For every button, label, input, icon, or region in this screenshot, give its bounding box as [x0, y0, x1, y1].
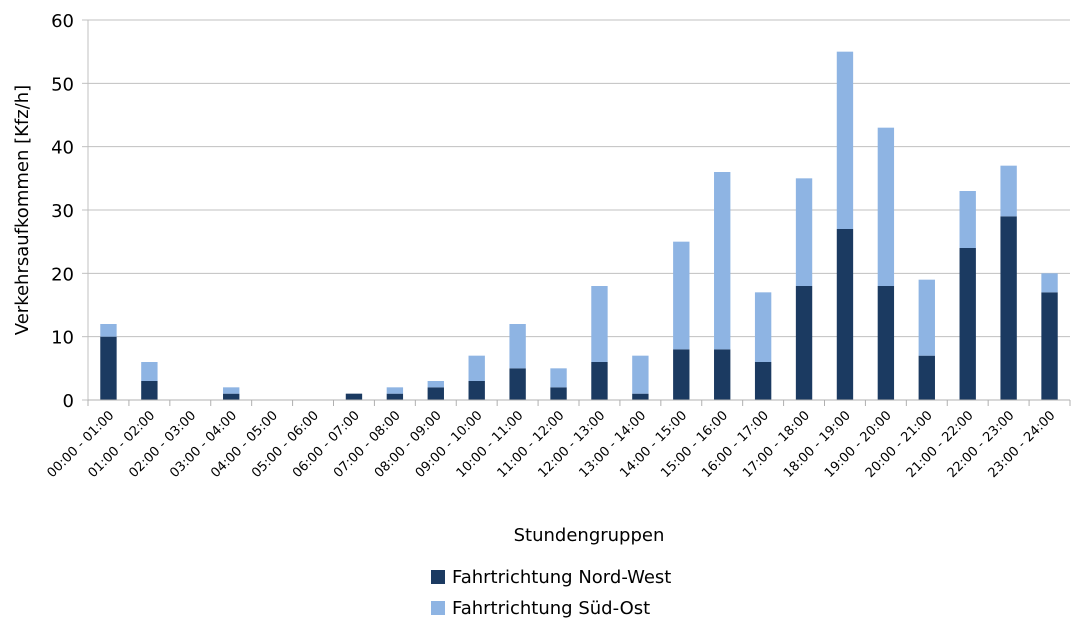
bar-north-west	[836, 229, 854, 400]
bar-south-east	[100, 324, 117, 337]
bar-north-west	[468, 381, 485, 400]
bar-south-east	[591, 286, 608, 362]
y-tick-label: 20	[51, 264, 74, 285]
bar-south-east	[223, 387, 240, 394]
y-axis-ticks: 0 10 20 30 40 50 60	[51, 11, 74, 412]
bar-south-east	[550, 368, 567, 388]
bar-south-east	[754, 292, 772, 362]
bar-south-east	[632, 355, 649, 394]
bar-south-east	[795, 178, 813, 286]
bar-north-west	[223, 393, 240, 400]
bar-north-west	[754, 362, 772, 400]
legend-label-north-west: Fahrtrichtung Nord-West	[452, 567, 671, 588]
y-tick-label: 40	[51, 138, 74, 159]
bar-south-east	[141, 362, 158, 381]
bar-south-east	[427, 381, 444, 388]
y-tick-label: 10	[51, 328, 74, 349]
bar-north-west	[795, 286, 813, 400]
bar-north-west	[959, 248, 976, 400]
gridlines	[82, 19, 1070, 401]
bar-north-west	[427, 387, 444, 400]
bar-north-west	[100, 336, 117, 400]
bar-north-west	[714, 349, 731, 400]
bar-north-west	[550, 387, 567, 400]
bar-north-west	[1041, 292, 1058, 400]
legend-item-north-west: Fahrtrichtung Nord-West	[431, 567, 671, 588]
bar-south-east	[1041, 273, 1058, 293]
bar-south-east	[509, 324, 526, 369]
legend-item-south-east: Fahrtrichtung Süd-Ost	[431, 598, 650, 619]
bar-south-east	[386, 387, 404, 394]
bar-south-east	[1000, 165, 1017, 217]
y-tick-label: 30	[51, 201, 74, 222]
bar-north-west	[345, 393, 363, 400]
y-axis-label: Verkehrsaufkommen [Kfz/h]	[12, 85, 33, 335]
bar-north-west	[386, 393, 404, 400]
legend: Fahrtrichtung Nord-West Fahrtrichtung Sü…	[431, 567, 671, 619]
bars	[100, 51, 1058, 400]
bar-north-west	[632, 393, 649, 400]
bar-north-west	[141, 381, 158, 400]
y-tick-label: 50	[51, 74, 74, 95]
y-tick-label: 0	[63, 391, 74, 412]
bar-north-west	[673, 349, 690, 400]
legend-swatch-north-west	[431, 570, 445, 584]
x-axis-label: Stundengruppen	[514, 525, 665, 546]
bar-south-east	[877, 127, 895, 287]
bar-north-west	[918, 355, 935, 400]
bar-north-west	[877, 286, 895, 400]
bar-south-east	[714, 172, 731, 350]
legend-label-south-east: Fahrtrichtung Süd-Ost	[452, 598, 650, 619]
bar-south-east	[836, 51, 854, 229]
y-tick-label: 60	[51, 11, 74, 32]
bar-south-east	[468, 355, 485, 381]
bar-north-west	[509, 368, 526, 400]
bar-south-east	[918, 279, 935, 356]
bar-north-west	[1000, 216, 1017, 400]
bar-south-east	[959, 191, 976, 248]
bar-south-east	[673, 241, 690, 350]
legend-swatch-south-east	[431, 601, 445, 615]
bar-north-west	[591, 362, 608, 400]
